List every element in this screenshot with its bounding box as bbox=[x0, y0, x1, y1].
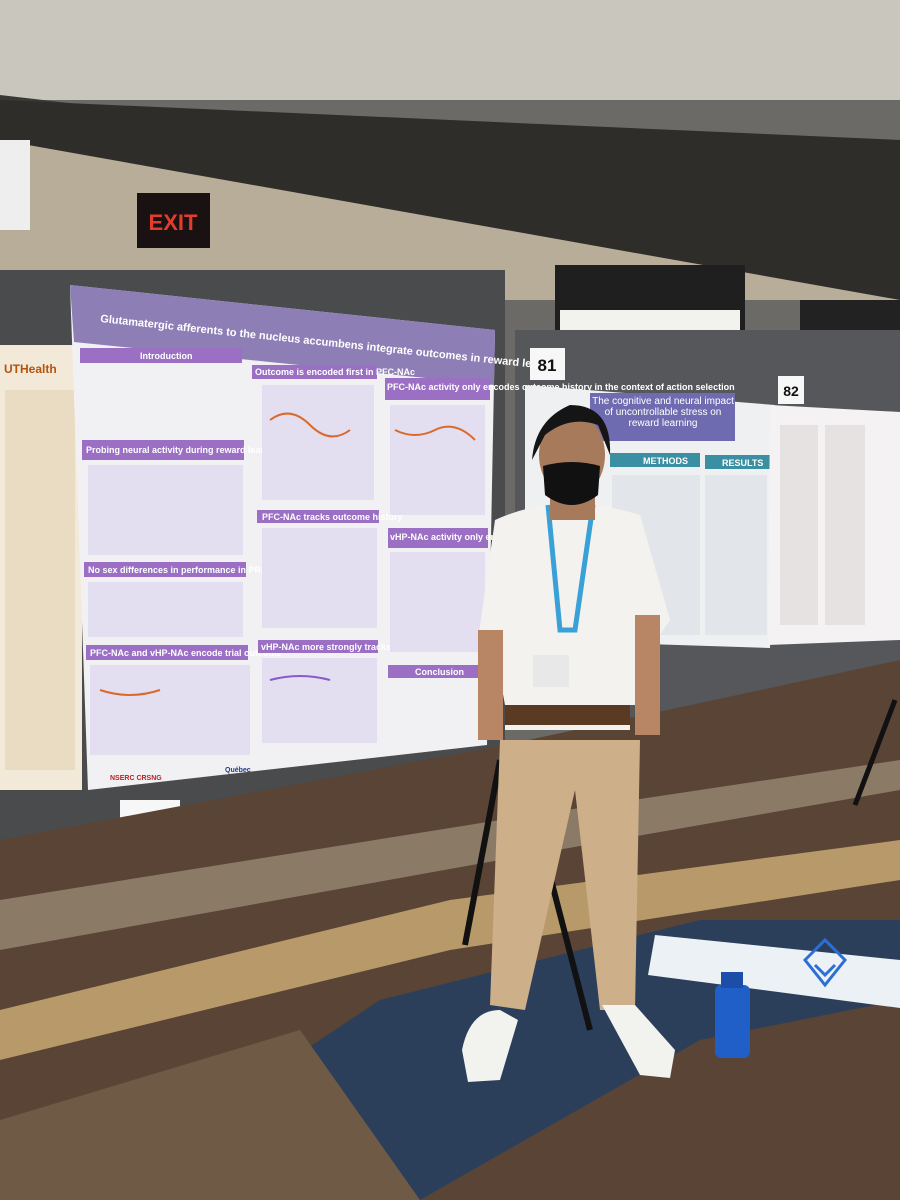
easel-leg bbox=[852, 699, 898, 806]
section-header bbox=[84, 562, 246, 577]
poster-number: 82 bbox=[783, 383, 799, 399]
shirt bbox=[478, 503, 670, 705]
carpet-stripe bbox=[0, 840, 900, 1060]
poster-text-area bbox=[705, 475, 767, 635]
section-title: Introduction bbox=[140, 351, 193, 361]
figure-trace bbox=[269, 412, 351, 438]
logo: NSERC CRSNG bbox=[110, 775, 162, 782]
section-header bbox=[252, 365, 377, 379]
figure-trace bbox=[99, 689, 161, 696]
carpet-stripe bbox=[0, 760, 900, 950]
section-header bbox=[388, 528, 488, 548]
arm bbox=[635, 615, 660, 735]
person bbox=[462, 405, 675, 1082]
section-header bbox=[257, 510, 379, 523]
poster-figures bbox=[88, 385, 485, 755]
section-header bbox=[385, 378, 490, 400]
section-title: Conclusion bbox=[415, 667, 464, 677]
figure bbox=[262, 385, 374, 500]
section-header bbox=[82, 440, 244, 460]
poster-sections: Introduction Outcome is encoded first in… bbox=[80, 348, 788, 678]
logo: UTHealth bbox=[4, 362, 57, 376]
section-header bbox=[705, 455, 770, 469]
poster-banner bbox=[590, 393, 735, 441]
section-header bbox=[258, 640, 378, 653]
arm bbox=[478, 630, 503, 740]
poster-title-box: The cognitive and neural impact of uncon… bbox=[592, 396, 734, 429]
section-header bbox=[86, 645, 248, 660]
plastic-bag bbox=[648, 935, 900, 1008]
figure bbox=[262, 658, 377, 743]
figure bbox=[88, 582, 243, 637]
bottle-cap bbox=[721, 972, 743, 988]
trousers bbox=[490, 740, 640, 1010]
section-title: PFC-NAc activity only encodes outcome hi… bbox=[387, 382, 735, 392]
face-mask bbox=[543, 462, 600, 505]
section-title: METHODS bbox=[643, 456, 688, 466]
section-header bbox=[388, 665, 486, 678]
figure-trace bbox=[394, 425, 476, 441]
poster-banner bbox=[70, 285, 495, 385]
shoe bbox=[462, 1010, 518, 1082]
figure bbox=[390, 405, 485, 515]
figure bbox=[390, 552, 485, 652]
logo: Québec bbox=[225, 767, 251, 774]
section-header bbox=[610, 453, 700, 467]
poster-text-area bbox=[5, 390, 75, 770]
poster-number: 81 bbox=[538, 356, 557, 375]
section-title: PFC-NAc and vHP-NAc encode trial outcome bbox=[90, 648, 282, 658]
shoe bbox=[602, 1005, 675, 1078]
poster-number-card bbox=[778, 376, 804, 404]
water-bottle bbox=[715, 985, 750, 1058]
figure-trace bbox=[269, 675, 331, 681]
badge bbox=[533, 655, 569, 687]
bag-logo bbox=[802, 937, 848, 988]
section-title: No sex differences in performance in PRL bbox=[88, 565, 267, 575]
section-title: RESULTS bbox=[722, 458, 763, 468]
exit-text: EXIT bbox=[149, 210, 198, 235]
figure bbox=[88, 465, 243, 555]
lanyard bbox=[545, 504, 596, 633]
ceiling-light bbox=[0, 140, 30, 230]
exit-sign bbox=[137, 193, 210, 248]
ceiling bbox=[0, 0, 900, 100]
easel-leg bbox=[462, 759, 503, 946]
poster-text-area bbox=[825, 425, 865, 625]
poster-title: The cognitive and neural impact of uncon… bbox=[592, 396, 734, 429]
section-title: vHP-NAc more strongly tracks loss histor… bbox=[261, 642, 444, 652]
poster-number-card bbox=[530, 348, 565, 380]
section-title: Probing neural activity during reward le… bbox=[86, 445, 283, 455]
figure bbox=[262, 528, 377, 628]
hair bbox=[532, 405, 611, 460]
section-title: Outcome is encoded first in PFC-NAc bbox=[255, 367, 415, 377]
carpet-stripe bbox=[0, 1030, 420, 1200]
section-header bbox=[80, 348, 242, 363]
poster-text-area bbox=[780, 425, 818, 625]
belt bbox=[505, 705, 630, 725]
beam-shadow bbox=[0, 100, 900, 300]
figure bbox=[90, 665, 250, 755]
section-title: PFC-NAc tracks outcome history bbox=[262, 512, 403, 522]
